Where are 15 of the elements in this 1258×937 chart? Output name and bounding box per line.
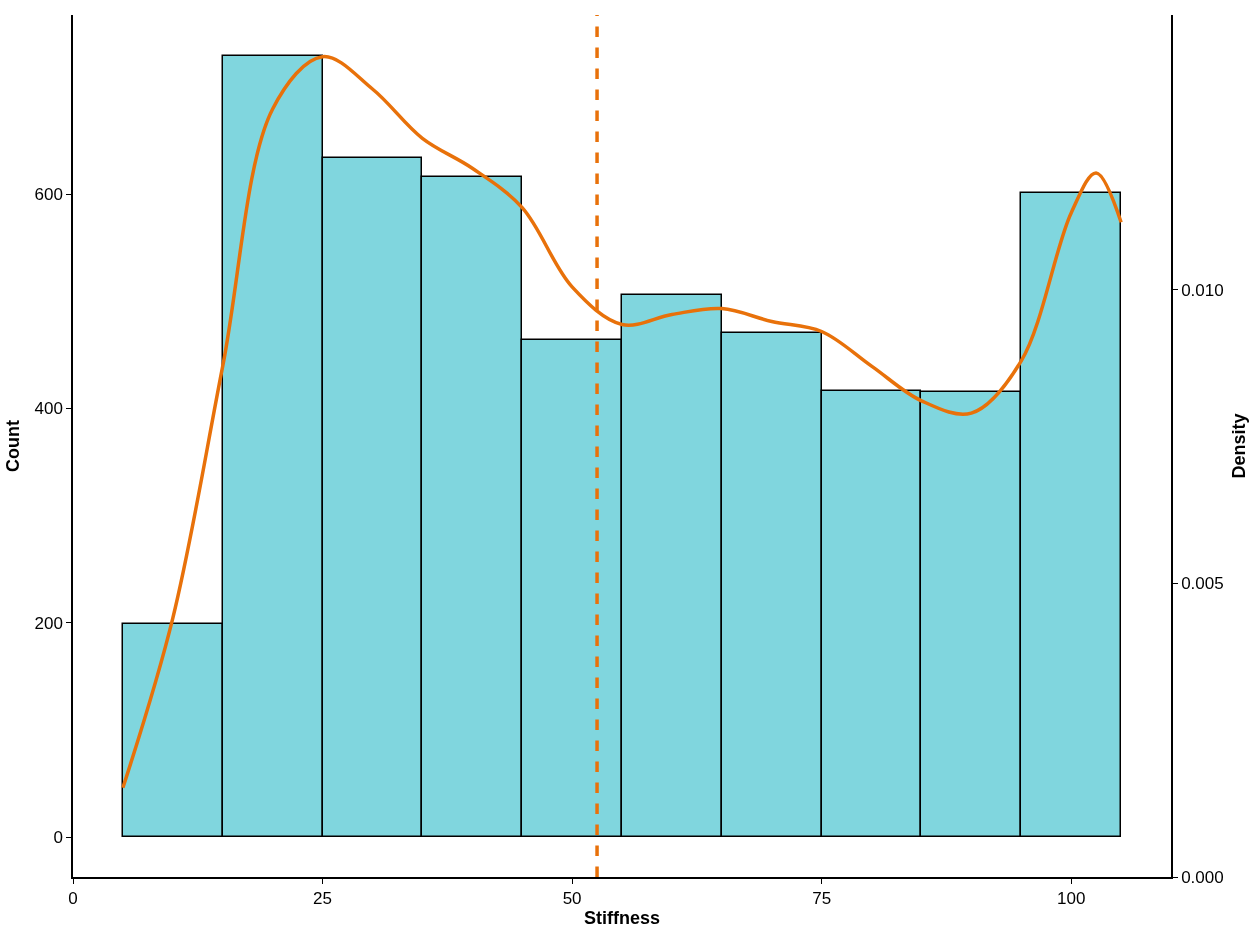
x-tick-label: 0 (68, 889, 78, 909)
y2-tick-label: 0.010 (1181, 280, 1224, 300)
x-tick-label: 100 (1056, 889, 1086, 909)
x-axis-title: Stiffness (583, 907, 661, 928)
y-tick-label: 0 (53, 828, 63, 848)
x-tick-label: 75 (812, 889, 832, 909)
x-tick-label: 25 (313, 889, 333, 909)
y2-tick-label: 0.000 (1181, 867, 1224, 887)
y-tick-label: 400 (34, 399, 63, 419)
y-tick-label: 200 (34, 613, 63, 633)
y2-tick-label: 0.005 (1181, 574, 1224, 594)
y-axis-title: Count (3, 420, 24, 472)
y-tick-label: 600 (34, 185, 63, 204)
y2-axis-title: Density (1229, 413, 1250, 479)
x-tick-label: 50 (562, 889, 582, 909)
